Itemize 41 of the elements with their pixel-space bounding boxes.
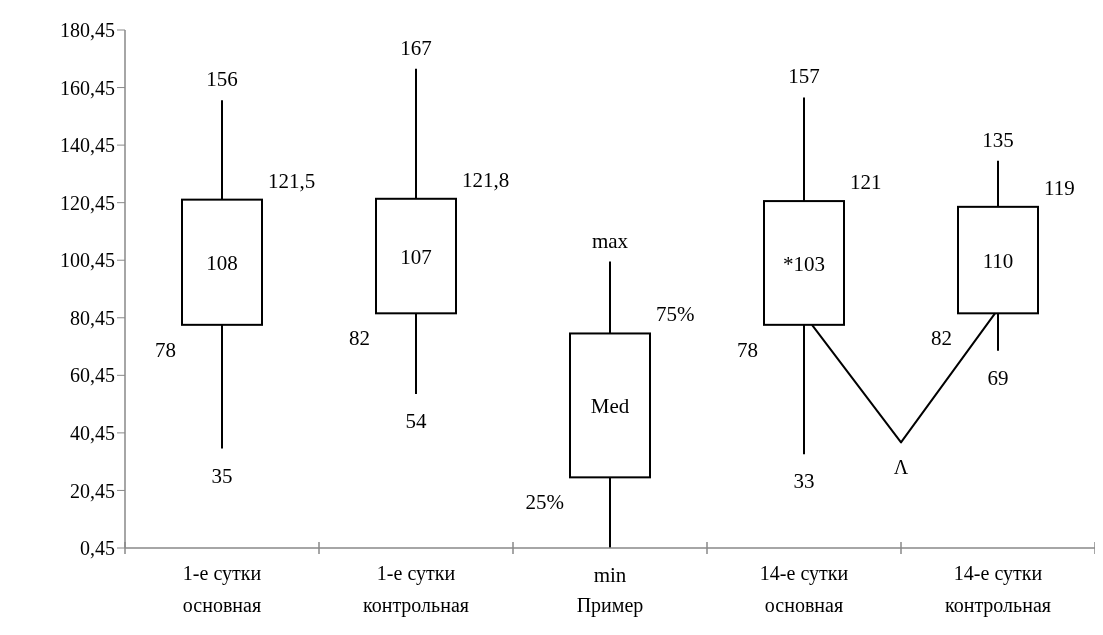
annotation: max — [591, 228, 629, 253]
x-tick-label: 14-е сутки основная — [759, 562, 849, 616]
annotation: 156 — [206, 67, 238, 92]
annotation: 78 — [155, 337, 176, 362]
annotation: 35 — [211, 463, 233, 488]
x-tick-label: 1-е сутки контрольная — [362, 562, 470, 617]
y-tick-label: 140,45 — [60, 134, 115, 157]
annotation: 69 — [987, 365, 1009, 390]
annotation: 121,8 — [462, 167, 510, 192]
y-tick-label: 160,45 — [60, 76, 115, 99]
annotation: 135 — [982, 127, 1014, 152]
annotation: min — [593, 563, 627, 587]
annotation: 25% — [525, 490, 564, 515]
y-tick-label: 80,45 — [70, 306, 115, 329]
y-tick-label: 0,45 — [80, 537, 115, 560]
annotation: 121,5 — [268, 168, 316, 193]
annotation: 107 — [400, 245, 432, 270]
annotation: 82 — [931, 326, 952, 351]
y-tick-label: 40,45 — [70, 421, 115, 444]
x-tick-label: Пример — [576, 594, 644, 617]
y-tick-label: 120,45 — [60, 191, 115, 214]
annotation: 54 — [405, 408, 427, 433]
annotation: 75% — [656, 302, 695, 327]
annotation: 157 — [788, 64, 820, 89]
annotation: Med — [590, 394, 630, 419]
annotation: 78 — [737, 337, 758, 362]
annotation: Λ — [893, 456, 909, 479]
annotation: 121 — [850, 170, 882, 195]
annotation: *103 — [783, 251, 825, 276]
annotation: 167 — [400, 35, 432, 60]
annotation: 119 — [1044, 175, 1075, 200]
y-tick-label: 20,45 — [70, 479, 115, 502]
y-tick-label: 100,45 — [60, 249, 115, 272]
annotation: 108 — [206, 251, 238, 276]
y-tick-label: 60,45 — [70, 364, 115, 387]
x-tick-label: 1-е сутки основная — [182, 562, 262, 616]
annotation: 110 — [982, 249, 1014, 274]
annotation: 82 — [349, 326, 370, 351]
y-tick-label: 180,45 — [60, 19, 115, 42]
annotation: 33 — [793, 469, 815, 494]
x-tick-label: 14-е сутки контрольная — [944, 562, 1052, 617]
